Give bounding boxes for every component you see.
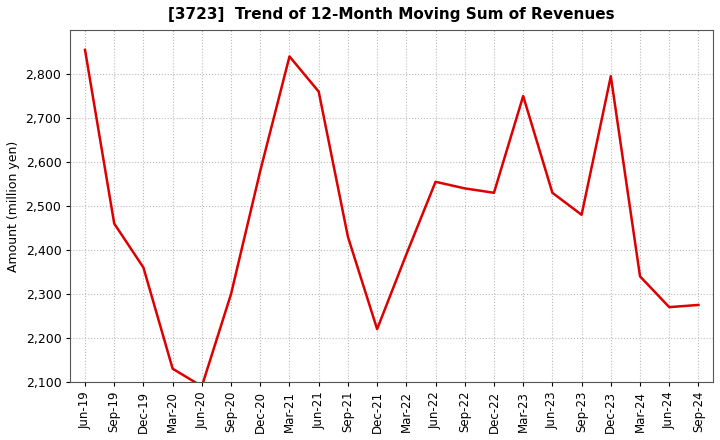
- Title: [3723]  Trend of 12-Month Moving Sum of Revenues: [3723] Trend of 12-Month Moving Sum of R…: [168, 7, 615, 22]
- Y-axis label: Amount (million yen): Amount (million yen): [7, 140, 20, 271]
